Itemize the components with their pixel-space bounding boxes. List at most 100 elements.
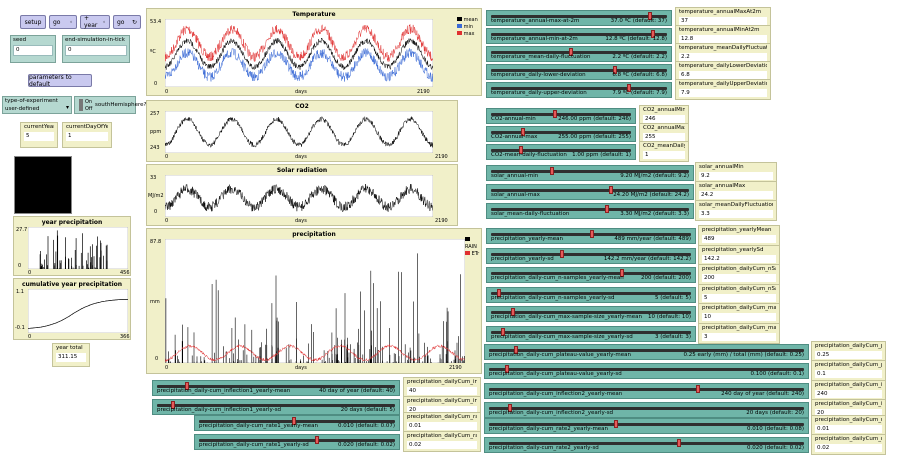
slider-value: 7.9 ºC (default: 7.9): [612, 90, 667, 96]
year-precip-title: year precipitation: [41, 219, 103, 226]
world-view[interactable]: [14, 156, 72, 214]
legend-etr: ETr: [465, 251, 481, 258]
monitor-label: precipitation_dailyCum_nSamples_yearly..…: [702, 266, 776, 272]
slider-precipitation_yearly-sd[interactable]: precipitation_yearly-sd 142.2 mm/year (de…: [486, 247, 696, 264]
slider-temperature_daily-upper-deviation[interactable]: temperature_daily-upper-deviation 7.9 ºC …: [486, 82, 672, 98]
monitor-value: 7.9: [679, 89, 767, 97]
slider-knob[interactable]: [626, 84, 631, 92]
slider-precipitation_daily-cum_rate1_yearly-mean[interactable]: precipitation_daily-cum_rate1_yearly-mea…: [194, 415, 400, 431]
slider-name: temperature_daily-upper-deviation: [491, 90, 587, 96]
slider-precipitation_daily-cum_inflection1_yearly-mean[interactable]: precipitation_daily-cum_inflection1_year…: [152, 380, 400, 396]
slider-track: [489, 349, 804, 352]
slider-knob[interactable]: [553, 110, 558, 118]
end-simulation-field[interactable]: 0: [65, 45, 127, 56]
slider-knob[interactable]: [695, 385, 700, 393]
chooser-value: user-defined: [5, 106, 40, 112]
switch-off-label: Off: [85, 106, 93, 112]
slider-precipitation_daily-cum_rate2_yearly-sd[interactable]: precipitation_daily-cum_rate2_yearly-sd 0…: [484, 437, 809, 453]
slider-solar_annual-max[interactable]: solar_annual-max 24.20 MJ/m2 (default: 24…: [486, 184, 694, 200]
precipitation-xlabel: days: [295, 365, 307, 371]
temperature-min-series: [165, 47, 433, 83]
slider-CO2-mean-daily-fluctuation[interactable]: CO2-mean-daily-fluctuation 1.00 ppm (defa…: [486, 144, 636, 160]
plus-year-button[interactable]: + year ◦: [80, 15, 110, 29]
setup-button[interactable]: setup: [20, 15, 46, 29]
slider-solar_mean-daily-fluctuation[interactable]: solar_mean-daily-fluctuation 3.30 MJ/m2 (…: [486, 203, 694, 219]
seed-field[interactable]: 0: [13, 45, 53, 56]
slider-value: 12.8 ºC (default: 12.8): [605, 36, 667, 42]
slider-name: precipitation_daily-cum_rate1_yearly-sd: [199, 442, 309, 448]
solar-xmax: 2190: [435, 218, 448, 224]
monitor-precipitation_daily-cum_inflection2_yearly-sd: precipitation_dailyCum_inflectio... 20: [811, 399, 886, 420]
slider-temperature_mean-daily-fluctuation[interactable]: temperature_mean-daily-fluctuation 2.2 ºC…: [486, 46, 672, 62]
slider-precipitation_yearly-mean[interactable]: precipitation_yearly-mean 489 mm/year (de…: [486, 228, 696, 244]
slider-knob[interactable]: [496, 288, 501, 297]
slider-value: 20 days (default: 5): [340, 407, 395, 413]
slider-precipitation_daily-cum_plateau-value_yearly-sd[interactable]: precipitation_daily-cum_plateau-value_ye…: [484, 363, 809, 379]
slider-knob[interactable]: [315, 436, 320, 444]
slider-precipitation_daily-cum_max-sample-size_yearly-sd[interactable]: precipitation_daily-cum_max-sample-size_…: [486, 325, 696, 342]
slider-knob[interactable]: [504, 365, 509, 373]
slider-precipitation_daily-cum_plateau-value_yearly-mean[interactable]: precipitation_daily-cum_plateau-value_ye…: [484, 344, 809, 360]
slider-knob[interactable]: [651, 30, 656, 38]
slider-knob[interactable]: [619, 269, 624, 277]
slider-knob[interactable]: [500, 327, 505, 336]
slider-solar_annual-min[interactable]: solar_annual-min 9.20 MJ/m2 (default: 9.2…: [486, 165, 694, 181]
monitor-precipitation_daily-cum_n-samples_yearly-mean: precipitation_dailyCum_nSamples_yearly..…: [698, 264, 780, 285]
slider-knob[interactable]: [614, 420, 619, 428]
slider-knob[interactable]: [608, 186, 613, 194]
slider-temperature_daily-lower-deviation[interactable]: temperature_daily-lower-deviation 6.8 ºC …: [486, 64, 672, 80]
slider-knob[interactable]: [510, 308, 515, 316]
slider-value: 2.2 ºC (default: 2.2): [612, 54, 667, 60]
slider-knob[interactable]: [569, 48, 574, 56]
year-precipitation-plot: year precipitation 27.7 0 0 456: [13, 216, 131, 276]
slider-precipitation_daily-cum_n-samples_yearly-mean[interactable]: precipitation_daily-cum_n-samples_yearly…: [486, 267, 696, 283]
monitor-label: temperature_annualMinAt2m: [679, 27, 760, 33]
slider-precipitation_daily-cum_inflection2_yearly-sd[interactable]: precipitation_daily-cum_inflection2_year…: [484, 402, 809, 418]
monitor-precipitation_daily-cum_n-samples_yearly-sd: precipitation_dailyCum_nSamples_yearlySd…: [698, 283, 780, 305]
temperature-xmax: 2190: [417, 89, 430, 95]
slider-knob[interactable]: [612, 66, 617, 74]
slider-track: [491, 113, 631, 116]
slider-precipitation_daily-cum_inflection2_yearly-mean[interactable]: precipitation_daily-cum_inflection2_year…: [484, 383, 809, 399]
slider-name: precipitation_daily-cum_n-samples_yearly…: [491, 294, 615, 301]
slider-temperature_annual-max-at-2m[interactable]: temperature_annual-max-at-2m 37.0 ºC (def…: [486, 10, 672, 26]
monitor-precipitation_daily-cum_inflection1_yearly-mean: precipitation_dailyCum_inflection... 40: [403, 377, 481, 398]
slider-precipitation_daily-cum_rate2_yearly-mean[interactable]: precipitation_daily-cum_rate2_yearly-mea…: [484, 418, 809, 434]
parameters-default-button[interactable]: parameters to default: [28, 74, 92, 88]
slider-CO2-annual-min[interactable]: CO2-annual-min 246.00 ppm (default: 246): [486, 108, 636, 124]
slider-name: temperature_annual-max-at-2m: [491, 18, 580, 24]
slider-knob[interactable]: [549, 167, 554, 175]
end-simulation-input[interactable]: end-simulation-in-tick 0: [62, 35, 130, 63]
slider-knob[interactable]: [676, 439, 681, 447]
go-forever-button[interactable]: go ↻: [113, 15, 141, 29]
go-once-button[interactable]: go ◦: [49, 15, 77, 29]
slider-value: 255.00 ppm (default: 255): [558, 134, 631, 140]
slider-knob[interactable]: [521, 128, 526, 136]
slider-knob[interactable]: [647, 12, 652, 20]
plot-background: [165, 175, 433, 217]
step-icon: ◦: [69, 18, 73, 26]
slider-knob[interactable]: [590, 230, 594, 238]
precipitation-legend: RAIN ETr: [465, 237, 481, 258]
seed-label: seed: [13, 37, 27, 43]
slider-knob[interactable]: [507, 404, 512, 412]
slider-knob[interactable]: [560, 249, 565, 258]
chevron-down-icon: ▾: [65, 104, 69, 111]
monitor-value: 1: [643, 151, 685, 159]
slider-precipitation_daily-cum_rate1_yearly-sd[interactable]: precipitation_daily-cum_rate1_yearly-sd 0…: [194, 434, 400, 450]
slider-knob[interactable]: [292, 417, 297, 425]
slider-knob[interactable]: [185, 382, 190, 390]
slider-CO2-annual-max[interactable]: CO2-annual-max 255.00 ppm (default: 255): [486, 126, 636, 142]
slider-knob[interactable]: [514, 346, 519, 354]
type-of-experiment-chooser[interactable]: type-of-experiment user-defined ▾: [2, 96, 72, 114]
slider-temperature_annual-min-at-2m[interactable]: temperature_annual-min-at-2m 12.8 ºC (def…: [486, 28, 672, 44]
slider-precipitation_daily-cum_inflection1_yearly-sd[interactable]: precipitation_daily-cum_inflection1_year…: [152, 399, 400, 415]
south-hemisphere-switch[interactable]: On Off southHemisphere?: [74, 96, 146, 114]
slider-precipitation_daily-cum_n-samples_yearly-sd[interactable]: precipitation_daily-cum_n-samples_yearly…: [486, 286, 696, 303]
slider-knob[interactable]: [171, 401, 176, 409]
seed-input[interactable]: seed 0: [10, 35, 56, 63]
slider-knob[interactable]: [604, 205, 609, 213]
slider-precipitation_daily-cum_max-sample-size_yearly-mean[interactable]: precipitation_daily-cum_max-sample-size_…: [486, 306, 696, 322]
slider-knob[interactable]: [518, 146, 523, 154]
co2-ymax: 257: [150, 111, 160, 117]
